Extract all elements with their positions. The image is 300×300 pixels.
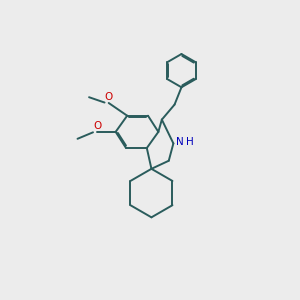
Text: O: O	[105, 92, 113, 102]
Text: O: O	[93, 121, 101, 131]
Text: N: N	[176, 137, 184, 147]
Text: H: H	[186, 137, 194, 147]
